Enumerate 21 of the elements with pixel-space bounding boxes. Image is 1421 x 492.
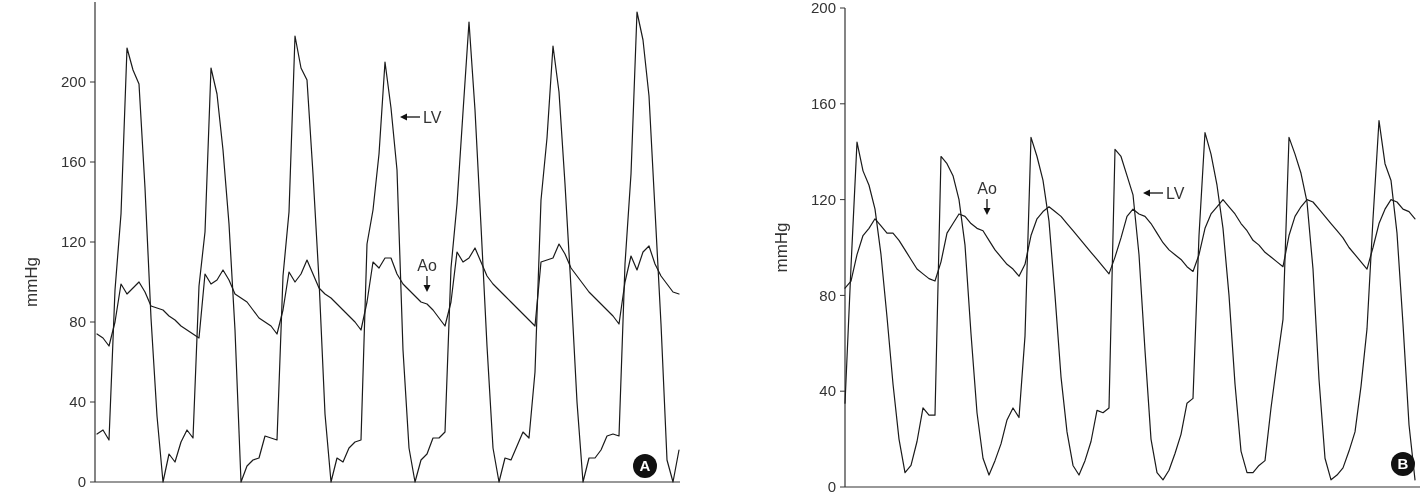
annotation: Ao	[417, 257, 437, 274]
annotation: LV	[1166, 184, 1185, 202]
y-tick-label: 200	[60, 73, 86, 91]
y-tick-label: 160	[810, 95, 836, 113]
annotation: Ao	[977, 180, 997, 197]
line-series	[844, 119, 1416, 481]
y-tick-label: 80	[819, 286, 836, 304]
y-axis-title: mmHg	[22, 256, 41, 308]
y-axis-title: mmHg	[772, 222, 791, 273]
y-tick-label: 40	[69, 393, 86, 411]
y-tick-label: 80	[69, 313, 86, 331]
annotation: B	[1397, 455, 1409, 473]
y-tick-label: 120	[810, 190, 836, 208]
y-tick-label: 200	[810, 0, 836, 17]
y-tick-label: 0	[77, 473, 86, 491]
annotation: A	[639, 457, 651, 475]
y-tick-label: 0	[827, 478, 836, 492]
y-tick-label: 120	[60, 233, 86, 251]
y-tick-label: 40	[819, 382, 836, 400]
annotation: LV	[423, 108, 442, 126]
y-tick-label: 160	[60, 153, 86, 171]
